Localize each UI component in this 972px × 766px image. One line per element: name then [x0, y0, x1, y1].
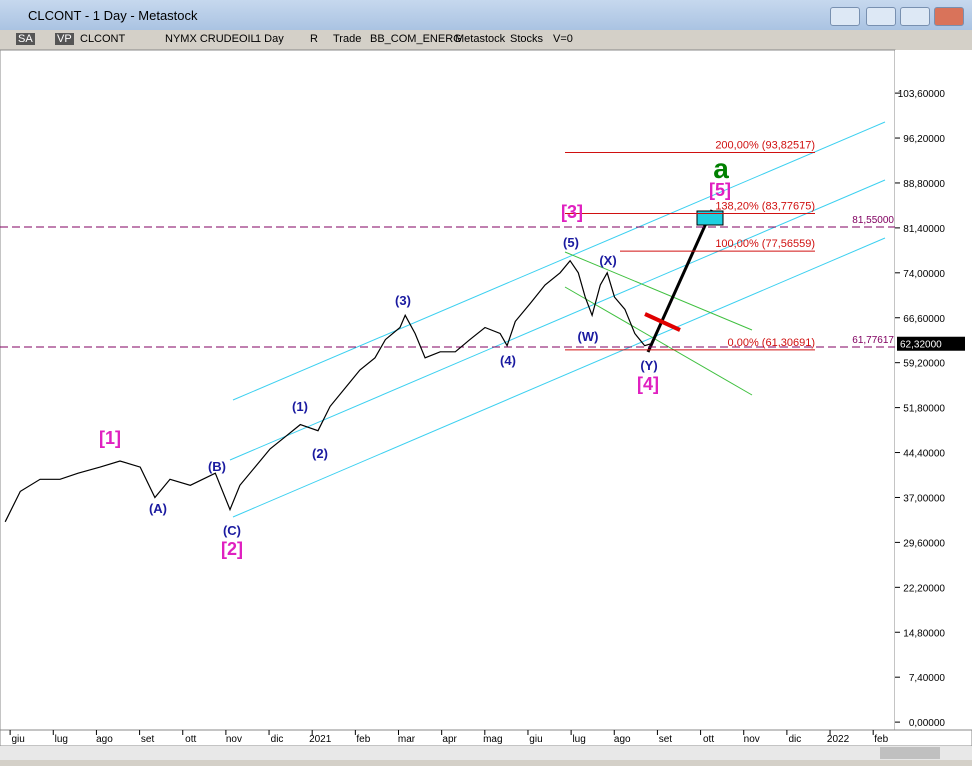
y-tick-label: 74,00000	[903, 269, 945, 280]
y-tick-label: 37,00000	[903, 493, 945, 504]
wave-label: [4]	[637, 374, 659, 394]
wave-label: (C)	[223, 523, 241, 538]
toolbar-item[interactable]: CLCONT	[80, 33, 126, 45]
x-tick-label: mar	[398, 734, 416, 745]
toolbar-item[interactable]: BB_COM_ENERG	[370, 33, 462, 45]
title-bar: CLCONT - 1 Day - Metastock	[0, 0, 972, 30]
marker	[644, 312, 681, 332]
wave-label: (Y)	[640, 358, 657, 373]
fib-label: 138,20% (83,77675)	[715, 200, 815, 212]
wave-label: (4)	[500, 353, 516, 368]
channel-line	[564, 286, 753, 396]
level-label: 81,55000	[852, 215, 894, 226]
fib-label: 100,00% (77,56559)	[715, 238, 815, 250]
wave-label: (2)	[312, 446, 328, 461]
channel-line	[564, 251, 753, 331]
x-tick-label: giu	[11, 734, 24, 745]
x-tick-label: feb	[874, 734, 888, 745]
y-tick-label: 29,60000	[903, 538, 945, 549]
x-tick-label: ago	[96, 734, 113, 745]
wave-label: [1]	[99, 428, 121, 448]
toolbar-item[interactable]: V=0	[553, 33, 573, 45]
x-tick-label: set	[141, 734, 155, 745]
x-tick-label: feb	[356, 734, 370, 745]
y-tick-label: 88,80000	[903, 179, 945, 190]
x-tick-label: mag	[483, 734, 502, 745]
y-tick-label: 44,40000	[903, 449, 945, 460]
y-tick-label: 7,40000	[909, 673, 946, 684]
channel-line	[232, 121, 886, 401]
wave-label: [3]	[561, 202, 583, 222]
wave-label: (B)	[208, 459, 226, 474]
y-tick-label: 0,00000	[909, 718, 946, 729]
y-tick-label: 81,40000	[903, 224, 945, 235]
window-title: CLCONT - 1 Day - Metastock	[28, 8, 198, 23]
wave-label: (X)	[599, 253, 616, 268]
wave-label: (W)	[578, 329, 599, 344]
channel-line	[232, 237, 886, 518]
y-tick-label: 51,80000	[903, 404, 945, 415]
x-tick-label: lug	[572, 734, 585, 745]
projection	[646, 209, 714, 353]
fib-label: 200,00% (93,82517)	[715, 139, 815, 151]
wave-label: (1)	[292, 399, 308, 414]
toolbar-item[interactable]: Trade	[333, 33, 362, 45]
x-tick-label: dic	[271, 734, 284, 745]
level-label: 61,77617	[852, 335, 894, 346]
close[interactable]	[934, 7, 964, 26]
last-price-label: 62,32000	[900, 340, 942, 351]
x-tick-label: nov	[744, 734, 760, 745]
y-tick-label: 96,20000	[903, 134, 945, 145]
y-tick-label: 103,60000	[898, 89, 946, 100]
x-tick-label: lug	[55, 734, 68, 745]
y-tick-label: 22,20000	[903, 583, 945, 594]
maximize[interactable]	[900, 7, 930, 26]
x-tick-label: ott	[703, 734, 714, 745]
x-tick-label: dic	[788, 734, 801, 745]
toolbar-item[interactable]: Metastock	[455, 33, 506, 45]
x-tick-label: 2021	[309, 734, 332, 745]
fib-label: 0,00% (61,30691)	[728, 337, 815, 349]
y-tick-label: 66,60000	[903, 314, 945, 325]
toolbar-item[interactable]: Stocks	[510, 33, 544, 45]
wave-label: (A)	[149, 501, 167, 516]
x-tick-label: 2022	[827, 734, 850, 745]
plot-area	[0, 49, 896, 731]
wave-label: a	[713, 153, 729, 184]
btn[interactable]	[830, 7, 860, 26]
target-box	[696, 210, 724, 226]
wave-label: [2]	[221, 539, 243, 559]
x-tick-label: ott	[185, 734, 196, 745]
wave-label: [5]	[709, 180, 731, 200]
toolbar-item[interactable]: 1 Day	[255, 33, 284, 45]
toolbar: SA VP CLCONT NYMX CRUDEOIL 1 Day R Trade BB_COM…	[0, 30, 972, 48]
minimize[interactable]	[866, 7, 896, 26]
scrollbar	[0, 746, 972, 760]
toolbar-item[interactable]: R	[310, 33, 318, 45]
x-tick-label: apr	[442, 734, 457, 745]
x-tick-label: set	[659, 734, 673, 745]
price-line	[4, 259, 651, 523]
toolbar-item[interactable]: NYMX CRUDEOIL	[165, 33, 257, 45]
wave-label: (5)	[563, 235, 579, 250]
toolbar-item[interactable]: SA	[16, 33, 35, 45]
last-price-box	[897, 336, 965, 351]
wave-label: (3)	[395, 293, 411, 308]
x-tick-label: nov	[226, 734, 242, 745]
y-axis-area	[895, 50, 972, 730]
y-tick-label: 59,20000	[903, 359, 945, 370]
x-tick-label: giu	[529, 734, 542, 745]
scroll-thumb[interactable]	[880, 747, 940, 759]
toolbar-item[interactable]: VP	[55, 33, 74, 45]
x-tick-label: ago	[614, 734, 631, 745]
y-tick-label: 14,80000	[903, 628, 945, 639]
